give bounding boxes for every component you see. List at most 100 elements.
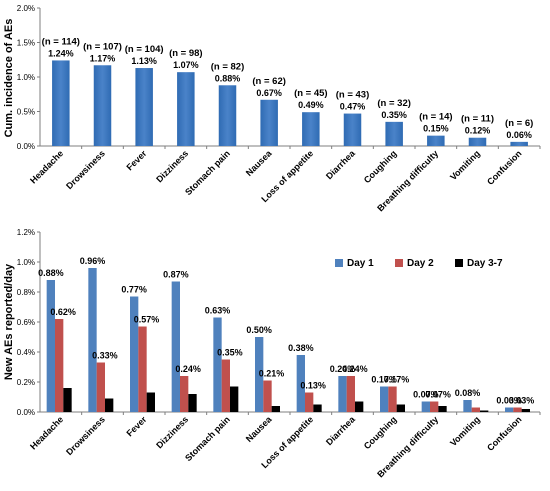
bottom-day2-value-label: 0.35% xyxy=(217,348,243,358)
top-x-tick-label: Confusion xyxy=(485,148,524,187)
bottom-x-tick-label: Confusion xyxy=(485,414,524,453)
top-y-tick-label: 1.5% xyxy=(17,39,35,48)
top-x-tick-label: Fever xyxy=(125,148,149,172)
top-y-axis-title: Cum. incidence of AEs xyxy=(3,19,15,138)
top-n-label: (n = 107) xyxy=(83,41,122,52)
bottom-day1-value-label: 0.03% xyxy=(496,396,522,406)
bottom-bar-day3-7 xyxy=(63,388,72,412)
bottom-bar-day2 xyxy=(96,362,105,412)
top-value-label: 1.13% xyxy=(131,56,157,66)
top-bar xyxy=(260,99,278,146)
top-value-label: 1.17% xyxy=(90,53,116,63)
top-n-label: (n = 32) xyxy=(377,98,411,109)
bottom-x-tick-label: Vomiting xyxy=(448,414,482,448)
bottom-bar-day2 xyxy=(55,319,64,412)
bottom-bar-day1 xyxy=(380,386,389,412)
cumulative-incidence-chart: Cum. incidence of AEs 0.0% 0.5% 1.0% 1.5% 2.… xyxy=(3,4,541,213)
bottom-day2-value-label: 0.21% xyxy=(259,369,285,379)
top-bar xyxy=(135,68,153,146)
legend-swatch xyxy=(395,259,403,267)
bottom-bar-day3-7 xyxy=(521,409,530,412)
bottom-y-tick-label: 0.8% xyxy=(17,288,35,297)
bottom-bar-day2 xyxy=(221,359,230,412)
bottom-y-axis-title: New AEs reported/day xyxy=(3,263,15,380)
bottom-day2-value-label: 0.03% xyxy=(509,396,535,406)
bottom-day1-value-label: 0.88% xyxy=(38,268,64,278)
top-value-label: 0.12% xyxy=(465,126,491,136)
top-value-label: 0.47% xyxy=(340,102,366,112)
bottom-day2-value-label: 0.62% xyxy=(50,307,76,317)
bottom-y-tick-label: 1.2% xyxy=(17,228,35,237)
bottom-day1-value-label: 0.87% xyxy=(163,270,189,280)
bottom-day1-value-label: 0.17% xyxy=(371,375,397,385)
bottom-bar-day2 xyxy=(305,392,314,412)
top-x-tick-label: Vomiting xyxy=(448,148,482,182)
top-bar xyxy=(468,137,487,146)
legend-swatch xyxy=(455,259,463,267)
top-n-label: (n = 11) xyxy=(461,114,494,125)
top-value-label: 0.67% xyxy=(256,88,282,98)
bottom-bar-day3-7 xyxy=(188,394,197,412)
bottom-bar-day3-7 xyxy=(480,410,489,412)
bottom-bar-day3-7 xyxy=(313,404,322,412)
bottom-bar-day1 xyxy=(463,400,472,412)
top-bar xyxy=(510,141,528,146)
top-bar xyxy=(52,60,70,146)
bottom-y-tick-label: 0.6% xyxy=(17,318,35,327)
top-value-label: 1.24% xyxy=(48,48,74,58)
bottom-x-tick-label: Headache xyxy=(28,414,65,451)
bottom-day1-value-label: 0.50% xyxy=(246,325,272,335)
top-bar xyxy=(343,113,362,146)
bottom-day2-value-label: 0.24% xyxy=(342,364,368,374)
bottom-bar-day1 xyxy=(255,337,264,412)
top-x-tick-label: Headache xyxy=(28,148,65,185)
top-bar xyxy=(302,112,320,146)
bottom-day2-value-label: 0.17% xyxy=(384,375,410,385)
legend: Day 1 Day 2 Day 3-7 xyxy=(335,258,503,269)
top-x-tick-label: Dizziness xyxy=(154,148,190,184)
bottom-day2-value-label: 0.13% xyxy=(300,381,326,391)
bottom-bar-day1 xyxy=(213,317,222,412)
bottom-day2-value-label: 0.24% xyxy=(175,364,201,374)
top-n-label: (n = 62) xyxy=(252,76,286,87)
bottom-day2-value-label: 0.57% xyxy=(134,315,160,325)
top-y-tick-label: 1.0% xyxy=(17,73,35,82)
bottom-x-tick-label: Dizziness xyxy=(154,414,190,450)
legend-label: Day 3-7 xyxy=(467,258,503,269)
bottom-day1-value-label: 0.07% xyxy=(413,390,439,400)
bottom-day1-value-label: 0.77% xyxy=(121,285,147,295)
top-n-label: (n = 82) xyxy=(211,61,245,72)
top-n-label: (n = 104) xyxy=(125,44,164,55)
bottom-y-tick-label: 0.2% xyxy=(17,378,35,387)
bottom-bar-day2 xyxy=(138,326,147,412)
bottom-day1-value-label: 0.24% xyxy=(330,364,356,374)
bottom-bar-day1 xyxy=(338,376,347,412)
bottom-bar-day2 xyxy=(471,407,480,412)
bottom-bar-day3-7 xyxy=(230,386,239,412)
top-bar xyxy=(427,135,445,146)
top-value-label: 1.07% xyxy=(173,60,199,70)
bottom-x-tick-label: Coughing xyxy=(362,414,399,451)
top-value-label: 0.35% xyxy=(381,110,407,120)
bottom-bar-day2 xyxy=(263,380,272,412)
bottom-bar-day1 xyxy=(421,401,430,412)
bottom-bar-day2 xyxy=(388,386,397,412)
bottom-bar-day3-7 xyxy=(396,404,405,412)
top-x-tick-label: Stomach pain xyxy=(183,148,232,197)
top-bar xyxy=(385,121,403,146)
top-n-label: (n = 98) xyxy=(169,48,203,59)
bottom-bar-day1 xyxy=(88,268,97,412)
top-n-label: (n = 14) xyxy=(419,112,453,123)
top-y-tick-label: 0.0% xyxy=(17,142,35,151)
top-n-label: (n = 45) xyxy=(294,88,328,99)
bottom-bar-day2 xyxy=(430,401,439,412)
bottom-bar-day3-7 xyxy=(355,401,364,412)
bottom-day2-value-label: 0.33% xyxy=(92,351,118,361)
top-n-label: (n = 43) xyxy=(336,90,370,101)
top-x-tick-label: Nausea xyxy=(244,148,274,178)
bottom-bar-day2 xyxy=(180,376,189,412)
daily-new-aes-chart: New AEs reported/day Day 1 Day 2 Day 3-7 0… xyxy=(3,228,541,479)
bottom-day1-value-label: 0.08% xyxy=(455,388,481,398)
bottom-y-tick-label: 0.0% xyxy=(17,408,35,417)
top-n-label: (n = 114) xyxy=(42,36,80,47)
